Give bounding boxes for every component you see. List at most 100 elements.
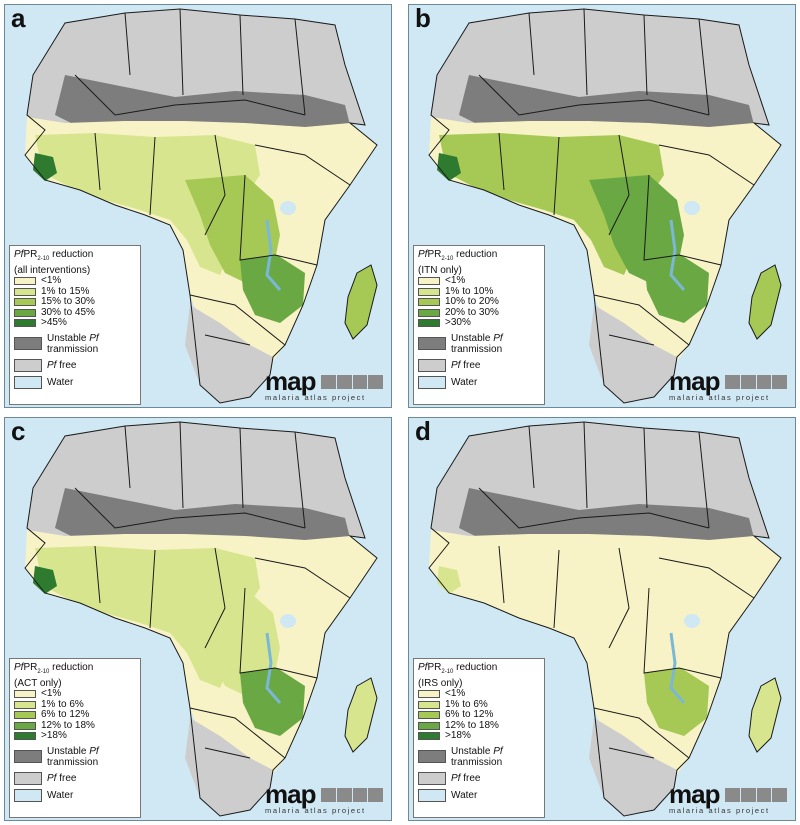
logo-subtitle: malaria atlas project (265, 393, 366, 402)
rift-lakes (669, 219, 686, 291)
legend-unstable: Unstable Pf tranmission (14, 746, 136, 768)
legend-class-label: <1% (41, 688, 62, 700)
legend-class-label: 20% to 30% (445, 306, 499, 318)
legend-class-label: 12% to 18% (445, 719, 499, 731)
logo-graphic (725, 788, 787, 802)
legend-class-4: 12% to 18% (418, 719, 540, 732)
pf-free-swatch (14, 358, 42, 372)
unstable-swatch (14, 750, 42, 763)
panel-letter: a (11, 4, 26, 33)
southern-africa-pf-free (185, 718, 273, 816)
legend-class-label: <1% (445, 688, 466, 700)
legend-class-label: 15% to 30% (41, 296, 95, 308)
madagascar (345, 265, 377, 339)
legend-class-label: 1% to 15% (41, 285, 90, 297)
legend-unstable: Unstable Pf tranmission (418, 746, 540, 768)
map-legend: PfPR2-10 reduction (ITN only) <1% 1% to 1… (413, 245, 545, 405)
logo-subtitle: malaria atlas project (669, 806, 770, 815)
pf-free-swatch (14, 771, 42, 785)
legend-water: Water (14, 788, 136, 802)
legend-class-3: 10% to 20% (418, 297, 540, 308)
legend-class-5: >45% (14, 318, 136, 329)
sahel-unstable-band (55, 488, 350, 543)
madagascar (749, 678, 781, 752)
legend-class-2: 1% to 6% (418, 698, 540, 711)
legend-classes: <1% 1% to 10% 10% to 20% 20% to 30% >30% (418, 276, 540, 329)
legend-subtitle: (ACT only) (14, 678, 62, 689)
legend-title: PfPR2-10 reduction (14, 249, 94, 262)
southeast-zone (240, 668, 305, 736)
southeast-zone (644, 668, 709, 736)
sahel-unstable-band (55, 75, 350, 130)
legend-class-5: >18% (14, 731, 136, 742)
unstable-swatch (14, 337, 42, 350)
legend-swatch (14, 700, 36, 709)
legend-swatch (418, 711, 440, 720)
madagascar (749, 265, 781, 339)
legend-class-4: 30% to 45% (14, 307, 136, 319)
map-logo: map malaria atlas project (669, 367, 789, 403)
legend-class-2: 1% to 10% (418, 285, 540, 298)
legend-class-2: 1% to 15% (14, 285, 136, 298)
legend-swatch (14, 277, 36, 286)
madagascar (345, 678, 377, 752)
logo-wordmark: map (265, 366, 316, 396)
legend-class-label: 12% to 18% (41, 719, 95, 731)
west-central-zone (35, 133, 260, 275)
legend-class-label: <1% (445, 275, 466, 287)
legend-subtitle: (all interventions) (14, 265, 91, 276)
legend-class-3: 15% to 30% (14, 297, 136, 308)
legend-class-label: <1% (41, 275, 62, 287)
pf-free-swatch (418, 358, 446, 372)
unstable-swatch (418, 750, 446, 763)
legend-title: PfPR2-10 reduction (418, 662, 498, 675)
sahel-unstable-band (459, 488, 754, 543)
legend-title: PfPR2-10 reduction (418, 249, 498, 262)
map-legend: PfPR2-10 reduction (ACT only) <1% 1% to 6… (9, 658, 141, 818)
legend-swatch (14, 287, 36, 296)
logo-subtitle: malaria atlas project (265, 806, 366, 815)
southern-africa-pf-free (589, 305, 677, 403)
lake-victoria (280, 201, 296, 215)
west-central-zone (439, 546, 664, 688)
map-panel-b: b PfPR2-10 reduction (ITN only) <1% 1% to… (408, 4, 796, 408)
logo-wordmark: map (669, 779, 720, 809)
map-panel-d: d PfPR2-10 reduction (IRS only) <1% 1% to… (408, 417, 796, 821)
legend-classes: <1% 1% to 6% 6% to 12% 12% to 18% >18% (14, 689, 136, 742)
legend-pf-free: Pf free (14, 358, 136, 372)
pf-free-swatch (418, 771, 446, 785)
panel-letter: c (11, 417, 26, 446)
legend-pf-free: Pf free (418, 771, 540, 785)
water-swatch (418, 375, 446, 389)
legend-pf-free: Pf free (418, 358, 540, 372)
panel-letter: b (415, 4, 431, 33)
map-logo: map malaria atlas project (669, 780, 789, 816)
legend-swatch (14, 298, 36, 307)
legend-class-4: 12% to 18% (14, 719, 136, 732)
legend-class-label: 1% to 6% (445, 698, 488, 710)
map-logo: map malaria atlas project (265, 367, 385, 403)
legend-class-label: 1% to 10% (445, 285, 494, 297)
legend-class-label: 6% to 12% (41, 709, 90, 721)
legend-class-label: >18% (445, 730, 471, 742)
africa-map (24, 8, 378, 404)
water-swatch (14, 788, 42, 802)
map-logo: map malaria atlas project (265, 780, 385, 816)
southeast-zone (240, 255, 305, 323)
legend-swatch (14, 319, 36, 328)
legend-swatch (418, 308, 440, 317)
legend-class-2: 1% to 6% (14, 699, 136, 711)
legend-class-1: <1% (418, 276, 540, 287)
africa-map (428, 421, 782, 817)
water-swatch (418, 788, 446, 802)
legend-class-label: 10% to 20% (445, 296, 499, 308)
legend-class-1: <1% (14, 689, 136, 700)
africa-map (428, 8, 782, 404)
legend-water: Water (14, 375, 136, 389)
legend-class-label: >30% (445, 317, 471, 329)
legend-swatch (418, 287, 440, 296)
map-panel-a: a PfPR2-10 reduction (all interventions)… (4, 4, 392, 408)
water-swatch (14, 375, 42, 389)
legend-swatch (14, 308, 36, 317)
country-borders (24, 8, 378, 404)
